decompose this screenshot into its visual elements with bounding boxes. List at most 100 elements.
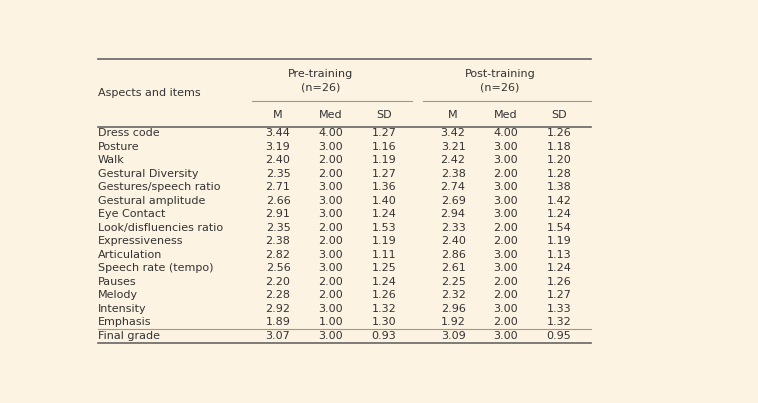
Text: 1.13: 1.13	[547, 250, 571, 260]
Text: 1.24: 1.24	[547, 263, 572, 273]
Text: 2.00: 2.00	[318, 236, 343, 246]
Text: 2.00: 2.00	[493, 236, 518, 246]
Text: 2.38: 2.38	[265, 236, 290, 246]
Text: 3.00: 3.00	[493, 142, 518, 152]
Text: (n=26): (n=26)	[481, 83, 520, 93]
Text: 2.40: 2.40	[265, 155, 290, 165]
Text: 2.33: 2.33	[440, 223, 465, 233]
Text: 1.19: 1.19	[371, 155, 396, 165]
Text: 3.00: 3.00	[318, 142, 343, 152]
Text: 4.00: 4.00	[318, 128, 343, 138]
Text: Gestures/speech ratio: Gestures/speech ratio	[98, 182, 220, 192]
Text: Articulation: Articulation	[98, 250, 162, 260]
Text: 2.00: 2.00	[318, 223, 343, 233]
Text: Final grade: Final grade	[98, 331, 160, 341]
Text: 2.32: 2.32	[440, 290, 465, 300]
Text: 1.18: 1.18	[547, 142, 572, 152]
Text: Post-training: Post-training	[465, 69, 535, 79]
Text: Med: Med	[319, 110, 343, 120]
Text: 3.00: 3.00	[493, 263, 518, 273]
Text: 1.33: 1.33	[547, 304, 571, 314]
Text: 2.35: 2.35	[265, 223, 290, 233]
Text: 2.00: 2.00	[493, 169, 518, 179]
Text: 2.69: 2.69	[440, 196, 465, 206]
Text: 2.35: 2.35	[265, 169, 290, 179]
Text: Speech rate (tempo): Speech rate (tempo)	[98, 263, 213, 273]
Text: 1.54: 1.54	[547, 223, 572, 233]
Text: Posture: Posture	[98, 142, 139, 152]
Text: 3.00: 3.00	[493, 331, 518, 341]
Text: Expressiveness: Expressiveness	[98, 236, 183, 246]
Text: 2.56: 2.56	[265, 263, 290, 273]
Text: Eye Contact: Eye Contact	[98, 209, 165, 219]
Text: 3.00: 3.00	[318, 209, 343, 219]
Text: 1.53: 1.53	[371, 223, 396, 233]
Text: SD: SD	[376, 110, 392, 120]
Text: 3.00: 3.00	[493, 155, 518, 165]
Text: 1.92: 1.92	[440, 317, 465, 327]
Text: 1.30: 1.30	[371, 317, 396, 327]
Text: 0.95: 0.95	[547, 331, 572, 341]
Text: 3.42: 3.42	[440, 128, 465, 138]
Text: Emphasis: Emphasis	[98, 317, 151, 327]
Text: 3.00: 3.00	[318, 331, 343, 341]
Text: 1.40: 1.40	[371, 196, 396, 206]
Text: 3.00: 3.00	[493, 196, 518, 206]
Text: 3.00: 3.00	[493, 250, 518, 260]
Text: 2.94: 2.94	[440, 209, 465, 219]
Text: 4.00: 4.00	[493, 128, 518, 138]
Text: 1.11: 1.11	[371, 250, 396, 260]
Text: M: M	[273, 110, 283, 120]
Text: 2.00: 2.00	[318, 155, 343, 165]
Text: Dress code: Dress code	[98, 128, 159, 138]
Text: 2.00: 2.00	[493, 317, 518, 327]
Text: 3.19: 3.19	[265, 142, 290, 152]
Text: 2.74: 2.74	[440, 182, 465, 192]
Text: 3.00: 3.00	[493, 304, 518, 314]
Text: 3.00: 3.00	[318, 304, 343, 314]
Text: 1.16: 1.16	[371, 142, 396, 152]
Text: 2.25: 2.25	[440, 277, 465, 287]
Text: 3.00: 3.00	[318, 182, 343, 192]
Text: Walk: Walk	[98, 155, 124, 165]
Text: 1.42: 1.42	[547, 196, 572, 206]
Text: 2.61: 2.61	[440, 263, 465, 273]
Text: 1.19: 1.19	[547, 236, 572, 246]
Text: 3.00: 3.00	[318, 250, 343, 260]
Text: Gestural amplitude: Gestural amplitude	[98, 196, 205, 206]
Text: 2.00: 2.00	[318, 169, 343, 179]
Text: M: M	[448, 110, 458, 120]
Text: 2.20: 2.20	[265, 277, 290, 287]
Text: 2.00: 2.00	[493, 277, 518, 287]
Text: 3.00: 3.00	[493, 209, 518, 219]
Text: Pauses: Pauses	[98, 277, 136, 287]
Text: 2.42: 2.42	[440, 155, 465, 165]
Text: 2.86: 2.86	[440, 250, 465, 260]
Text: 1.26: 1.26	[547, 128, 572, 138]
Text: Look/disfluencies ratio: Look/disfluencies ratio	[98, 223, 223, 233]
Text: 2.96: 2.96	[440, 304, 465, 314]
Text: 1.32: 1.32	[547, 317, 572, 327]
Text: 1.27: 1.27	[547, 290, 572, 300]
Text: Med: Med	[494, 110, 518, 120]
Text: 2.82: 2.82	[265, 250, 290, 260]
Text: 2.66: 2.66	[265, 196, 290, 206]
Text: 3.07: 3.07	[265, 331, 290, 341]
Text: 2.91: 2.91	[265, 209, 290, 219]
Text: 3.21: 3.21	[440, 142, 465, 152]
Text: (n=26): (n=26)	[301, 83, 340, 93]
Text: Intensity: Intensity	[98, 304, 146, 314]
Text: 3.00: 3.00	[318, 196, 343, 206]
Text: 1.25: 1.25	[371, 263, 396, 273]
Text: 2.00: 2.00	[493, 223, 518, 233]
Text: Pre-training: Pre-training	[288, 69, 353, 79]
Text: 2.00: 2.00	[318, 290, 343, 300]
Text: 2.40: 2.40	[440, 236, 465, 246]
Text: 1.36: 1.36	[371, 182, 396, 192]
Text: 1.26: 1.26	[371, 290, 396, 300]
Text: 3.00: 3.00	[318, 263, 343, 273]
Text: 2.38: 2.38	[440, 169, 465, 179]
Text: 2.92: 2.92	[265, 304, 290, 314]
Text: 3.44: 3.44	[265, 128, 290, 138]
Text: 1.32: 1.32	[371, 304, 396, 314]
